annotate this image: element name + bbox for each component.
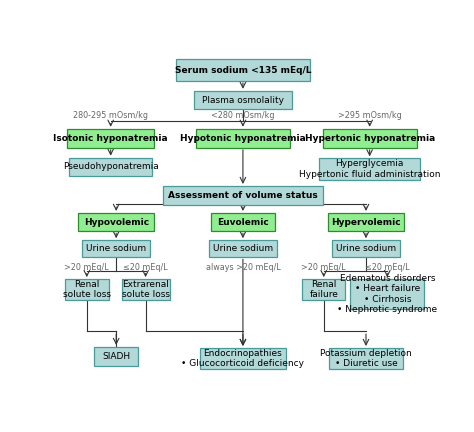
FancyBboxPatch shape [196, 129, 290, 148]
Text: >20 mEq/L: >20 mEq/L [301, 263, 346, 272]
FancyBboxPatch shape [194, 91, 292, 109]
FancyBboxPatch shape [302, 279, 345, 300]
FancyBboxPatch shape [200, 348, 286, 369]
Text: Pseudohyponatremia: Pseudohyponatremia [63, 162, 159, 171]
Text: ≤20 mEq/L: ≤20 mEq/L [365, 263, 410, 272]
Text: <280 mOsm/kg: <280 mOsm/kg [211, 111, 274, 120]
FancyBboxPatch shape [67, 129, 154, 148]
FancyBboxPatch shape [350, 279, 424, 309]
Text: Extrarenal
solute loss: Extrarenal solute loss [121, 280, 170, 299]
Text: Hypovolemic: Hypovolemic [83, 218, 149, 227]
Text: Renal
solute loss: Renal solute loss [63, 280, 111, 299]
Text: >295 mOsm/kg: >295 mOsm/kg [338, 111, 401, 120]
Text: SIADH: SIADH [102, 352, 130, 361]
FancyBboxPatch shape [209, 240, 277, 257]
Text: Euvolemic: Euvolemic [217, 218, 269, 227]
Text: Renal
failure: Renal failure [310, 280, 338, 299]
Text: Serum sodium <135 mEq/L: Serum sodium <135 mEq/L [175, 66, 311, 75]
Text: Urine sodium: Urine sodium [213, 244, 273, 253]
FancyBboxPatch shape [176, 59, 310, 81]
FancyBboxPatch shape [78, 213, 154, 232]
Text: always >20 mEq/L: always >20 mEq/L [206, 263, 280, 272]
FancyBboxPatch shape [121, 279, 170, 300]
Text: Assessment of volume status: Assessment of volume status [168, 191, 318, 200]
Text: Edematous disorders
• Heart failure
• Cirrhosis
• Nephrotic syndrome: Edematous disorders • Heart failure • Ci… [337, 274, 438, 314]
Text: Potassium depletion
• Diuretic use: Potassium depletion • Diuretic use [320, 349, 412, 368]
FancyBboxPatch shape [82, 240, 150, 257]
Text: Hypotonic hyponatremia: Hypotonic hyponatremia [180, 134, 306, 143]
Text: Plasma osmolality: Plasma osmolality [202, 95, 284, 105]
FancyBboxPatch shape [319, 158, 420, 180]
FancyBboxPatch shape [64, 279, 109, 300]
FancyBboxPatch shape [328, 213, 404, 232]
Text: Hypervolemic: Hypervolemic [331, 218, 401, 227]
FancyBboxPatch shape [332, 240, 400, 257]
Text: Isotonic hyponatremia: Isotonic hyponatremia [54, 134, 168, 143]
Text: >20 mEq/L: >20 mEq/L [64, 263, 109, 272]
FancyBboxPatch shape [210, 213, 275, 232]
FancyBboxPatch shape [94, 347, 138, 365]
Text: 280-295 mOsm/kg: 280-295 mOsm/kg [73, 111, 148, 120]
Text: Urine sodium: Urine sodium [86, 244, 146, 253]
FancyBboxPatch shape [69, 158, 152, 175]
Text: ≤20 mEq/L: ≤20 mEq/L [123, 263, 168, 272]
FancyBboxPatch shape [329, 348, 403, 369]
Text: Endocrinopathies
• Glucocorticoid deficiency: Endocrinopathies • Glucocorticoid defici… [182, 349, 304, 368]
FancyBboxPatch shape [163, 186, 323, 205]
Text: Urine sodium: Urine sodium [336, 244, 396, 253]
FancyBboxPatch shape [323, 129, 417, 148]
Text: Hyperglycemia
Hypertonic fluid administration: Hyperglycemia Hypertonic fluid administr… [299, 159, 440, 178]
Text: Hypertonic hyponatremia: Hypertonic hyponatremia [304, 134, 435, 143]
